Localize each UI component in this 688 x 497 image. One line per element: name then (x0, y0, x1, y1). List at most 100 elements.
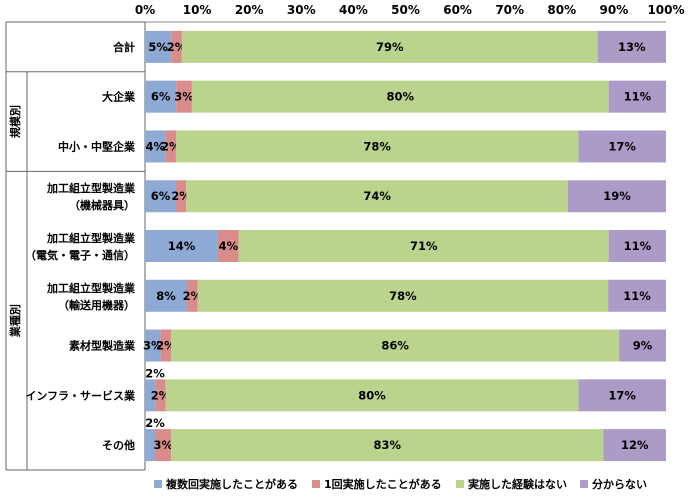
bar-segment (165, 130, 176, 163)
legend-swatch (580, 480, 588, 488)
bar-segment (165, 379, 579, 412)
bar-segment (567, 180, 666, 213)
x-tick-label: 80% (547, 3, 576, 17)
data-label: 78% (389, 289, 417, 303)
legend-label: 複数回実施したことがある (165, 477, 298, 491)
data-label: 6% (151, 90, 171, 104)
data-label: 4% (219, 239, 239, 253)
category-label: 素材型製造業 (69, 339, 136, 353)
data-label: 12% (621, 438, 649, 452)
data-label: 11% (623, 289, 651, 303)
bar-segment (171, 429, 604, 462)
bar-segment (160, 329, 172, 362)
category-label-sub: （機械器具） (69, 198, 135, 212)
data-label: 83% (373, 438, 401, 452)
bar-segment (238, 230, 609, 262)
data-label: 3% (153, 438, 173, 452)
x-tick-label: 60% (443, 3, 472, 17)
data-label: 19% (603, 189, 631, 203)
bar-segment (145, 279, 188, 312)
bar-segment (608, 230, 666, 262)
legend-label: 1回実施したことがある (324, 477, 442, 491)
x-tick-label: 90% (600, 3, 629, 17)
bar-segment (187, 279, 198, 312)
x-tick-label: 40% (339, 3, 368, 17)
bar-segment (608, 279, 666, 312)
data-label: 14% (168, 239, 196, 253)
data-label: 71% (410, 239, 438, 253)
bar-segment (145, 329, 161, 362)
bar-segment (145, 80, 177, 113)
data-label: 80% (387, 90, 415, 104)
data-label: 2% (183, 289, 203, 303)
category-label: インフラ・サービス業 (25, 388, 136, 402)
category-label: その他 (102, 438, 135, 452)
category-label-sub: （輸送用機器） (58, 298, 135, 312)
data-label: 79% (376, 40, 404, 54)
data-label: 6% (151, 189, 171, 203)
x-tick-label: 70% (495, 3, 524, 17)
data-label: 11% (624, 90, 652, 104)
x-tick-label: 50% (391, 3, 420, 17)
legend-swatch (456, 480, 464, 488)
data-label: 11% (624, 239, 652, 253)
data-label: 74% (363, 189, 391, 203)
x-tick-label: 10% (183, 3, 212, 17)
bar-segment (145, 30, 172, 63)
bar-segment (181, 30, 598, 63)
bar-segment (578, 379, 666, 412)
x-tick-label: 100% (647, 3, 684, 17)
bar-segment (155, 429, 172, 462)
bar-segment (171, 329, 620, 362)
data-label: 3% (174, 90, 194, 104)
category-label: 大企業 (102, 90, 136, 104)
bar-segment (186, 180, 568, 213)
data-label: 17% (608, 388, 636, 402)
bar-segment (145, 180, 176, 213)
category-label: 合計 (113, 40, 135, 54)
data-label: 8% (156, 289, 176, 303)
bar-segment (619, 329, 666, 362)
data-label: 78% (363, 139, 391, 153)
bar-segment (176, 80, 192, 113)
x-tick-label: 30% (287, 3, 316, 17)
bar-segment (171, 30, 182, 63)
bar-segment (217, 230, 239, 262)
data-label: 9% (633, 339, 653, 353)
category-label: 加工組立型製造業 (46, 181, 136, 195)
bar-segment (145, 130, 166, 163)
legend-swatch (312, 480, 320, 488)
data-label: 86% (381, 339, 409, 353)
bar-segment (608, 80, 666, 113)
data-label: 4% (146, 139, 166, 153)
data-label: 2% (145, 416, 165, 430)
data-label: 17% (608, 139, 636, 153)
legend-label: 分からない (592, 477, 647, 491)
x-tick-label: 20% (235, 3, 264, 17)
bar-segment (145, 379, 156, 412)
bar-segment (191, 80, 609, 113)
bar-segment (155, 379, 166, 412)
category-label-sub: （電気・電子・通信） (25, 248, 135, 262)
bar-segment (197, 279, 609, 312)
data-label: 5% (148, 40, 168, 54)
group-label: 業種別 (8, 304, 22, 338)
data-label: 2% (167, 40, 187, 54)
category-label: 加工組立型製造業 (46, 231, 136, 245)
x-tick-label: 0% (135, 3, 155, 17)
group-label: 規模別 (8, 105, 22, 138)
legend-swatch (154, 480, 162, 488)
bar-segment (175, 180, 187, 213)
data-label: 3% (143, 339, 163, 353)
bar-segment (175, 130, 579, 163)
bar-segment (145, 230, 218, 262)
data-label: 13% (618, 40, 646, 54)
bar-segment (603, 429, 666, 462)
bar-segment (578, 130, 666, 163)
bar-segment (145, 429, 156, 462)
data-label: 80% (358, 388, 386, 402)
category-label: 加工組立型製造業 (46, 281, 136, 295)
legend-label: 実施した経験はない (468, 477, 567, 491)
data-label: 2% (145, 366, 165, 380)
